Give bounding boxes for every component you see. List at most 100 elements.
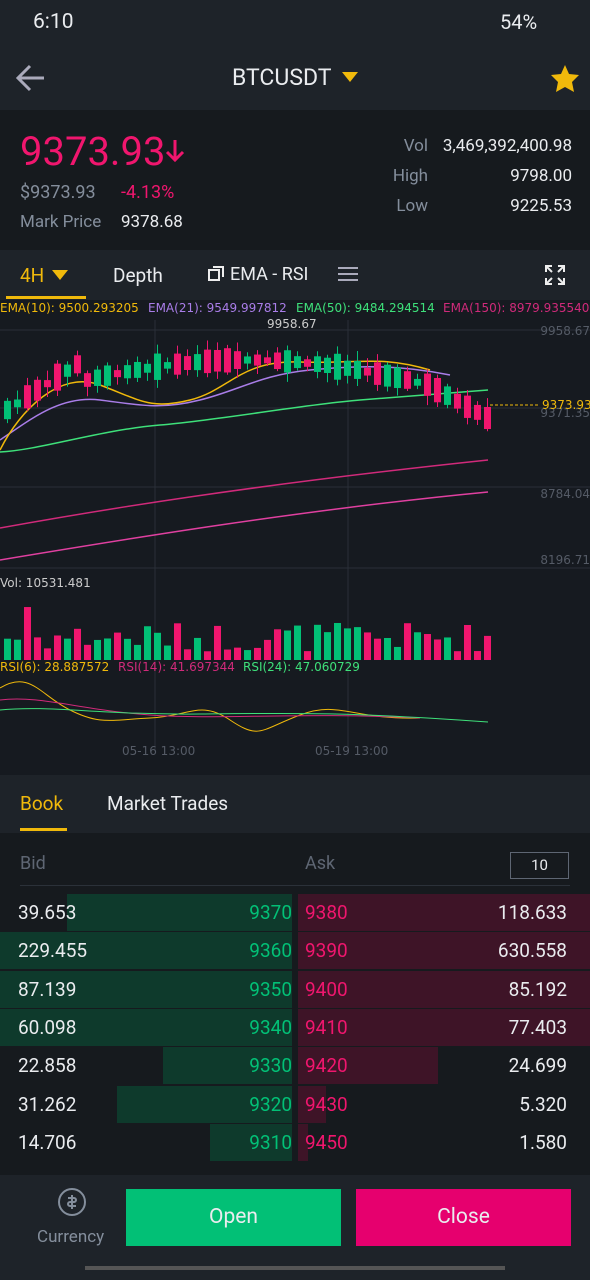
candle xyxy=(184,356,191,371)
candle xyxy=(334,353,341,380)
candle xyxy=(224,348,231,373)
volume-bar xyxy=(184,649,191,660)
ema-label: EMA(50): 9484.294514 xyxy=(296,301,435,315)
ask-price: 9400 xyxy=(305,977,348,1001)
candle xyxy=(204,349,211,374)
volume-bar xyxy=(404,623,411,660)
interval-tab[interactable]: 4H xyxy=(20,264,45,287)
mark-price: 9378.68 xyxy=(121,212,183,232)
bid-depth xyxy=(210,1123,292,1161)
candle xyxy=(424,373,431,396)
candle xyxy=(324,357,331,373)
volume-bar xyxy=(394,646,401,660)
rsi6-line xyxy=(0,681,421,732)
bid-depth xyxy=(67,894,292,931)
ask-depth xyxy=(298,894,590,931)
bid-price: 9320 xyxy=(249,1092,292,1116)
stat-value: 9225.53 xyxy=(510,196,572,216)
trades-tab[interactable]: Market Trades xyxy=(107,792,229,815)
bid-depth xyxy=(0,970,292,1008)
bid-label: Bid xyxy=(20,853,46,874)
ask-depth xyxy=(298,932,590,970)
stat-label: Low xyxy=(396,196,428,216)
candle xyxy=(344,360,351,376)
bid-depth xyxy=(0,932,292,970)
fullscreen-icon[interactable] xyxy=(545,265,565,285)
time: 6:10 xyxy=(33,10,74,34)
divider xyxy=(20,885,570,886)
candle xyxy=(374,362,381,385)
candle xyxy=(294,356,301,369)
rsi24-line xyxy=(0,708,489,723)
mark-label: Mark Price xyxy=(20,212,102,232)
ask-amount: 85.192 xyxy=(508,977,567,1001)
axis-label: 8196.71 xyxy=(540,553,590,567)
settings-icon[interactable] xyxy=(338,264,358,284)
volume-bar xyxy=(14,639,21,660)
candle xyxy=(434,378,441,403)
volume-bar xyxy=(234,647,241,660)
ask-price: 9410 xyxy=(305,1015,348,1039)
currency-button[interactable]: Currency xyxy=(37,1227,105,1247)
nav-handle xyxy=(85,1266,505,1270)
ask-depth xyxy=(298,1008,590,1046)
volume-bar xyxy=(434,639,441,660)
volume-bar xyxy=(4,638,11,660)
bid-price: 9360 xyxy=(249,939,292,963)
tab-underline xyxy=(20,828,67,831)
bid-amount: 60.098 xyxy=(18,1015,77,1039)
stat-value: 3,469,392,400.98 xyxy=(442,136,572,156)
candle xyxy=(94,369,101,386)
stat-value: 9798.00 xyxy=(510,166,572,186)
volume-bar xyxy=(414,632,421,660)
close-button[interactable]: Close xyxy=(356,1189,571,1246)
candle xyxy=(84,373,91,387)
last-price-label: 9373.93 xyxy=(542,398,590,412)
axis-label: 9371.35 xyxy=(540,406,590,420)
favorite-star[interactable] xyxy=(550,64,580,92)
ask-price: 9380 xyxy=(305,901,348,924)
volume-bar xyxy=(314,624,321,660)
candle xyxy=(194,354,201,371)
bid-depth xyxy=(117,1085,292,1123)
currency-icon xyxy=(58,1188,86,1216)
candle xyxy=(24,385,31,409)
candle xyxy=(264,357,271,364)
volume-bar xyxy=(174,623,181,660)
bid-amount: 39.653 xyxy=(18,901,77,924)
book-tab[interactable]: Book xyxy=(20,792,64,815)
volume-bar xyxy=(484,635,491,660)
volume-bar xyxy=(24,607,31,660)
candle xyxy=(394,367,401,389)
candle xyxy=(414,378,421,386)
volume-bar xyxy=(214,625,221,660)
volume-bar xyxy=(84,644,91,660)
volume-bars xyxy=(4,607,491,660)
dropdown-icon xyxy=(342,72,358,82)
candle xyxy=(14,399,21,408)
axis-label: 9958.67 xyxy=(540,324,590,338)
axis-label: 8784.04 xyxy=(540,487,590,501)
back-button[interactable] xyxy=(14,62,48,94)
ask-amount: 630.558 xyxy=(497,939,567,963)
open-button[interactable]: Open xyxy=(126,1189,341,1246)
top-bar xyxy=(0,0,590,110)
volume-bar xyxy=(44,648,51,660)
candle xyxy=(354,360,361,379)
ask-depth xyxy=(298,1123,308,1161)
volume-bar xyxy=(324,632,331,660)
volume-bar xyxy=(224,649,231,660)
stat-label: Vol xyxy=(403,136,428,156)
volume-bar xyxy=(94,639,101,660)
ask-amount: 5.320 xyxy=(519,1092,567,1116)
volume-bar xyxy=(204,651,211,660)
ema-label: EMA(21): 9549.997812 xyxy=(148,301,287,315)
ask-amount: 1.580 xyxy=(519,1130,567,1154)
depth-tab[interactable]: Depth xyxy=(113,264,163,287)
indicator-tab[interactable]: EMA - RSI xyxy=(230,264,309,285)
depth-select[interactable]: 10 xyxy=(510,852,569,879)
bid-amount: 22.858 xyxy=(18,1054,77,1078)
symbol[interactable]: BTCUSDT xyxy=(232,64,332,91)
volume-bar xyxy=(334,622,341,660)
rsi-label: RSI(24): 47.060729 xyxy=(243,660,360,674)
